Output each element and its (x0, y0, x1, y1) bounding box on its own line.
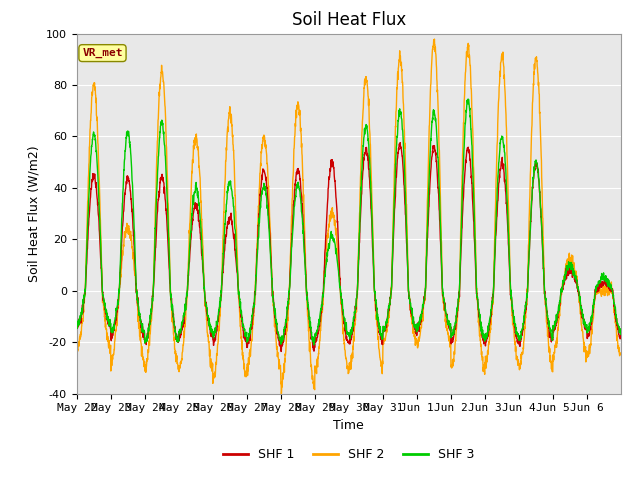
Text: VR_met: VR_met (82, 48, 123, 58)
X-axis label: Time: Time (333, 419, 364, 432)
Title: Soil Heat Flux: Soil Heat Flux (292, 11, 406, 29)
Y-axis label: Soil Heat Flux (W/m2): Soil Heat Flux (W/m2) (28, 145, 40, 282)
Legend: SHF 1, SHF 2, SHF 3: SHF 1, SHF 2, SHF 3 (218, 443, 479, 466)
